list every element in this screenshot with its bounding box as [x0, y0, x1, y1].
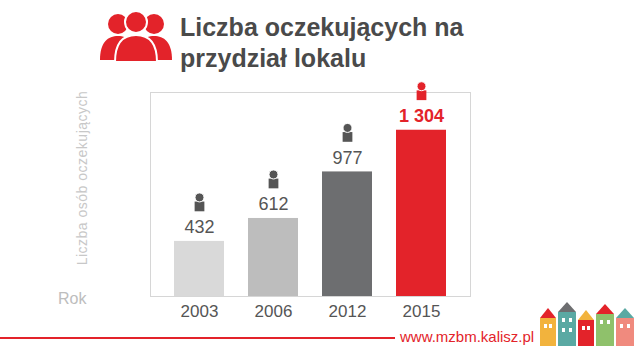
html-text:Liczba oczekujących na przydzi: Liczba oczekujących na przydział lokalu [180, 13, 464, 72]
svg-text:432: 432 [184, 217, 214, 237]
html-text:Rok: Rok [58, 290, 87, 307]
svg-text:2003: 2003 [181, 302, 219, 321]
html-text:www.mzbm.kalisz.pl: www.mzbm.kalisz.pl [400, 328, 535, 345]
svg-text:1 304: 1 304 [399, 106, 444, 126]
html-text:Liczba osób oczekujących: Liczba osób oczekujących [74, 90, 90, 266]
svg-text:2006: 2006 [255, 302, 293, 321]
svg-text:2015: 2015 [403, 302, 441, 321]
svg-text:612: 612 [258, 194, 288, 214]
svg-text:2012: 2012 [329, 302, 367, 321]
svg-text:977: 977 [332, 148, 362, 168]
